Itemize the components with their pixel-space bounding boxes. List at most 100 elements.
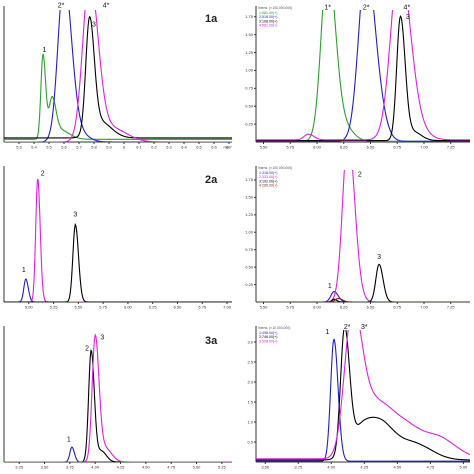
peak-label: 2 <box>358 171 362 178</box>
x-tick-label: 6.50 <box>174 305 183 310</box>
y-tick-label: 0.25 <box>245 121 254 126</box>
legend-entry: 2:333.00(+) <box>259 175 277 179</box>
x-tick-label: 5.75 <box>99 305 108 310</box>
x-tick-label: 3.50 <box>41 465 50 470</box>
y-tick-label: 1.5 <box>247 399 253 404</box>
series-trace-2 <box>4 10 232 142</box>
x-tick-label: 7.00 <box>223 305 232 310</box>
x-tick-label: 4.00 <box>91 465 100 470</box>
x-tick-label: 6.25 <box>340 145 349 150</box>
x-tick-label: 5.25 <box>218 465 227 470</box>
y-tick-label: 3.0 <box>247 339 253 344</box>
x-tick-label: 5.9 <box>106 145 112 150</box>
series-trace-1 <box>4 53 232 140</box>
x-tick-label: 4.50 <box>142 465 151 470</box>
x-tick-label: 7.25 <box>447 145 456 150</box>
legend-entry: 4:581.00(+) <box>259 24 277 28</box>
x-tick-label: 3.25 <box>15 465 24 470</box>
legend-entry: 1:318.00(+) <box>259 171 277 175</box>
peak-label: 1 <box>325 329 329 336</box>
x-tick-label: 6.4 <box>181 145 187 150</box>
x-tick-label: 5.50 <box>74 305 83 310</box>
x-tick-label: 6.00 <box>124 305 133 310</box>
panel-label: 2a <box>205 174 218 186</box>
series-trace-4 <box>4 10 232 142</box>
y-tick-label: 1.00 <box>245 68 254 73</box>
peak-label: 2 <box>85 345 89 352</box>
x-tick-label: 5.25 <box>50 305 59 310</box>
peak-label: 1 <box>328 283 332 290</box>
peak-label: 2 <box>41 171 45 178</box>
legend-entry: 2:746.00(+) <box>259 335 277 339</box>
x-tick-label: 6.75 <box>393 305 402 310</box>
x-tick-label: 6.7 <box>226 145 232 150</box>
x-tick-label: 5.5 <box>46 145 52 150</box>
y-tick-label: 2.0 <box>247 379 253 384</box>
peak-label: 1* <box>324 5 331 12</box>
series-trace-2 <box>256 170 470 302</box>
x-tick-label: 3.50 <box>261 465 270 470</box>
series-trace-1 <box>4 278 232 302</box>
y-tick-label: 1.25 <box>245 212 254 217</box>
peak-label: 2* <box>363 5 370 12</box>
peak-label: 4* <box>404 5 411 12</box>
peak-label: 3* <box>361 324 368 331</box>
y-tick-label: 1.25 <box>245 50 254 55</box>
legend-entry: 2:518.00(+) <box>259 15 277 19</box>
series-trace-3 <box>4 333 232 462</box>
y-tick-label: 1.75 <box>245 177 254 182</box>
x-tick-label: 7.25 <box>447 305 456 310</box>
x-tick-label: 5.75 <box>286 305 295 310</box>
y-tick-label: 0.5 <box>247 439 253 444</box>
intensity-header: Intens. (×100,000,000) <box>258 166 292 170</box>
peak-label: 2* <box>58 2 65 9</box>
legend-entry: 4:285.00(+) <box>259 184 277 188</box>
series-trace-2 <box>256 330 470 461</box>
series-trace-4 <box>256 297 470 302</box>
series-trace-3 <box>4 222 232 302</box>
panel-1b: 5.50 5.75 6.00 6.25 6.50 6.75 7.00 7.25 0.25 0.50… <box>245 5 470 150</box>
series-trace-2 <box>256 10 470 142</box>
x-tick-label: 5.50 <box>260 305 269 310</box>
panel-3b: 3.50 3.75 4.00 4.25 4.50 4.75 5.00 0.5 1.0 1.5 2.0… <box>247 324 470 470</box>
peak-label: 1 <box>67 437 71 444</box>
x-tick-label: 6.50 <box>367 145 376 150</box>
x-tick-label: 5.75 <box>286 145 295 150</box>
series-trace-4 <box>256 10 470 141</box>
series-trace-3 <box>256 15 470 142</box>
x-tick-label: 3.75 <box>294 465 303 470</box>
x-tick-label: 6 <box>123 145 126 150</box>
x-tick-label: 3.75 <box>66 465 75 470</box>
peak-label: 3 <box>92 21 96 28</box>
y-tick-label: 2.5 <box>247 359 253 364</box>
x-tick-label: 5.7 <box>76 145 82 150</box>
y-tick-label: 0.75 <box>245 247 254 252</box>
series-trace-2 <box>4 178 232 302</box>
y-tick-label: 1.50 <box>245 195 254 200</box>
y-tick-label: 1.00 <box>245 230 254 235</box>
series-trace-3 <box>256 330 470 460</box>
x-tick-label: 5.3 <box>16 145 22 150</box>
panel-1a: 5.3 5.4 5.5 5.6 5.7 5.8 5.9 6 6.1 6.2 6.3 6.4 6.5 6.6… <box>3 2 233 150</box>
panel-3a: 3.25 3.50 3.75 4.00 4.25 4.50 4.75 5.00 5.25 1 2 3 3… <box>3 326 232 470</box>
x-tick-label: 6.50 <box>367 305 376 310</box>
y-tick-label: 0.25 <box>245 282 254 287</box>
x-tick-label: 7.00 <box>420 145 429 150</box>
panel-2b: 5.50 5.75 6.00 6.25 6.50 6.75 7.00 7.25 0.25 0.50… <box>245 166 470 310</box>
series-trace-3 <box>4 15 232 139</box>
x-axis-unit: min <box>224 145 230 150</box>
x-tick-label: 6.25 <box>340 305 349 310</box>
x-tick-label: 4.25 <box>360 465 369 470</box>
intensity-header: Intens. (×10,000,000) <box>258 326 290 330</box>
x-tick-label: 5.6 <box>61 145 67 150</box>
peak-label: 3 <box>377 254 381 261</box>
legend-entry: 1:581.00(+) <box>259 11 277 15</box>
y-tick-label: 1.75 <box>245 14 254 19</box>
peak-label: 3 <box>100 335 104 342</box>
x-tick-label: 6.75 <box>198 305 207 310</box>
peak-label: 4* <box>103 2 110 9</box>
legend-entry: 3:192.00(+) <box>259 179 277 183</box>
x-tick-label: 5.8 <box>91 145 97 150</box>
x-tick-label: 6.00 <box>313 305 322 310</box>
